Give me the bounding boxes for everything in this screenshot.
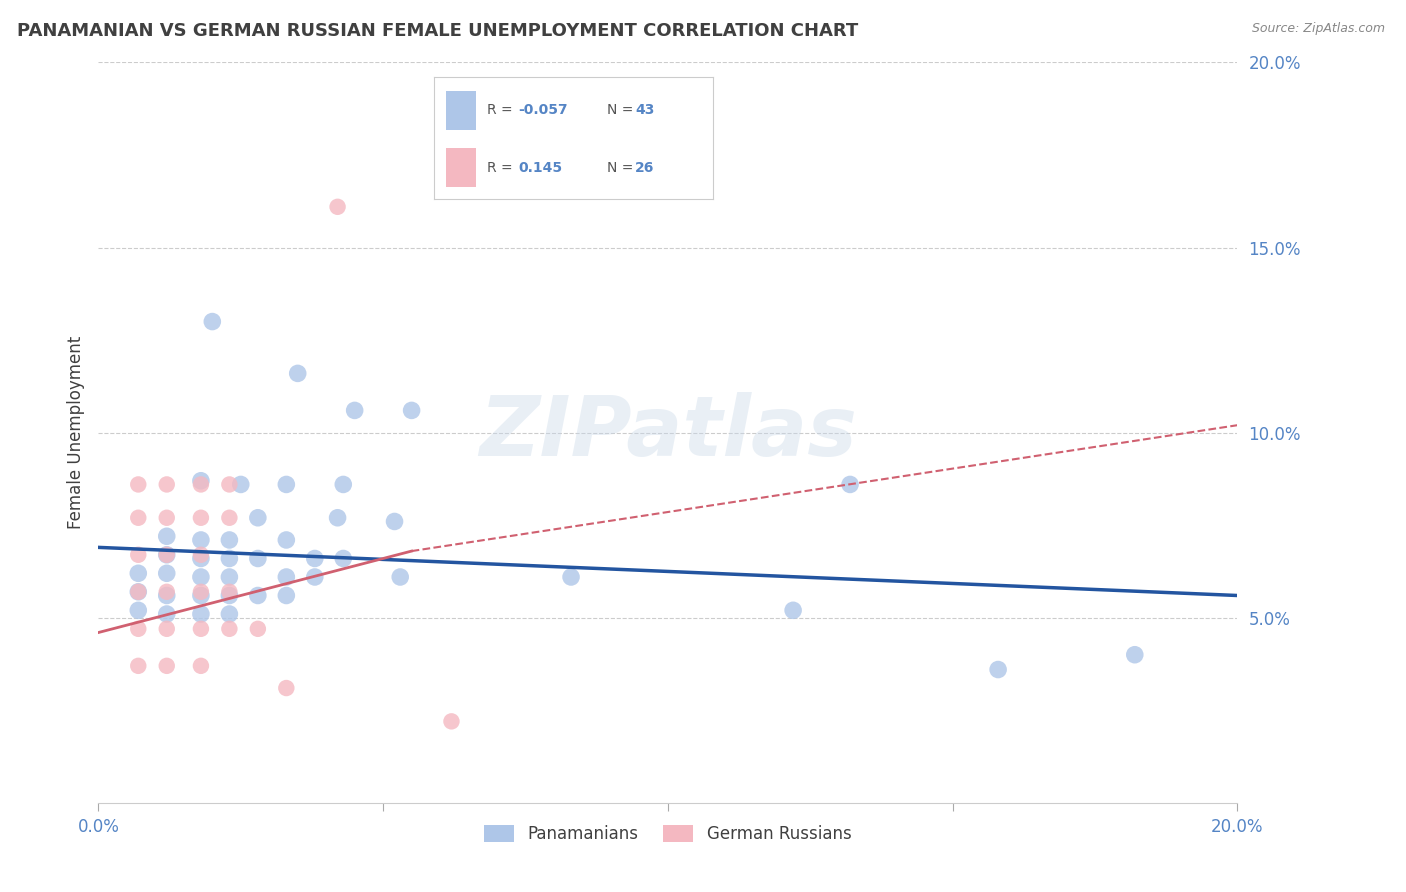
Point [190,474,212,488]
Point [246,589,269,603]
Point [127,477,149,491]
Point [127,603,149,617]
Point [332,551,354,566]
Point [276,589,298,603]
Point [218,477,240,491]
Point [326,200,349,214]
Point [384,515,406,529]
Point [276,533,298,547]
Point [190,584,212,599]
Point [190,589,212,603]
Point [156,622,179,636]
Point [127,566,149,581]
Point [156,548,179,562]
Point [218,510,240,524]
Point [218,551,240,566]
Point [190,510,212,524]
Point [156,566,179,581]
Point [343,403,366,417]
Point [156,589,179,603]
Point [218,607,240,621]
Point [156,529,179,543]
Point [190,570,212,584]
Point [190,622,212,636]
Point [156,584,179,599]
Point [276,477,298,491]
Point [560,570,582,584]
Point [127,584,149,599]
Point [332,477,354,491]
Point [201,314,224,328]
Point [401,403,423,417]
Point [276,681,298,695]
Point [156,658,179,673]
Point [246,510,269,524]
Point [190,551,212,566]
Point [127,510,149,524]
Point [304,551,326,566]
Text: PANAMANIAN VS GERMAN RUSSIAN FEMALE UNEMPLOYMENT CORRELATION CHART: PANAMANIAN VS GERMAN RUSSIAN FEMALE UNEM… [17,22,858,40]
Point [156,477,179,491]
Point [782,603,804,617]
Point [218,589,240,603]
Point [190,533,212,547]
Point [218,533,240,547]
Point [127,658,149,673]
Point [156,510,179,524]
Point [218,584,240,599]
Point [617,159,640,173]
Point [156,548,179,562]
Point [389,570,412,584]
Point [246,622,269,636]
Point [218,622,240,636]
Point [229,477,252,491]
Point [218,570,240,584]
Point [246,551,269,566]
Point [839,477,862,491]
Point [190,477,212,491]
Point [304,570,326,584]
Point [190,658,212,673]
Legend: Panamanians, German Russians: Panamanians, German Russians [478,819,858,850]
Point [127,584,149,599]
Text: ZIPatlas: ZIPatlas [479,392,856,473]
Point [156,607,179,621]
Point [127,548,149,562]
Point [987,663,1010,677]
Point [326,510,349,524]
Point [276,570,298,584]
Y-axis label: Female Unemployment: Female Unemployment [66,336,84,529]
Point [440,714,463,729]
Point [190,548,212,562]
Point [287,367,309,381]
Text: Source: ZipAtlas.com: Source: ZipAtlas.com [1251,22,1385,36]
Point [190,607,212,621]
Point [1123,648,1146,662]
Point [127,622,149,636]
